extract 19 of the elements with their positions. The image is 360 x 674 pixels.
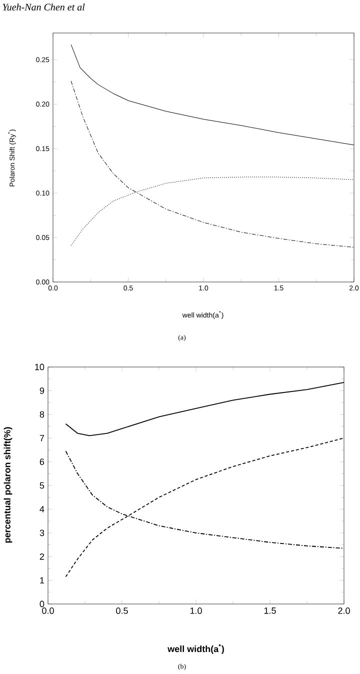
x-tick-label: 0.5 xyxy=(116,608,128,614)
y-tick-label: 8 xyxy=(40,411,44,418)
y-tick-label: 4 xyxy=(40,506,44,512)
text: Yueh-Nan Chen et al xyxy=(2,3,85,11)
y-tick-label: 5 xyxy=(40,482,44,489)
y-tick-label: 10 xyxy=(35,364,44,370)
y-tick-label: 3 xyxy=(40,530,44,536)
y-tick-label: 2 xyxy=(40,553,44,560)
x-tick-label: 0.0 xyxy=(42,608,54,614)
y-tick-label: 6 xyxy=(40,458,44,465)
x-axis-title: well width(a$^{*}$) xyxy=(168,644,224,654)
x-tick-label: 1.0 xyxy=(190,608,202,614)
y-axis-title: percentual polaron shift(%) xyxy=(4,427,12,543)
x-tick-label: 2.0 xyxy=(338,608,350,614)
y-tick-label: 9 xyxy=(40,388,44,394)
y-tick-label: 7 xyxy=(40,434,44,442)
y-tick-label: 0 xyxy=(40,600,44,608)
x-tick-label: 1.5 xyxy=(264,608,276,614)
y-tick-label: 1 xyxy=(40,577,44,584)
